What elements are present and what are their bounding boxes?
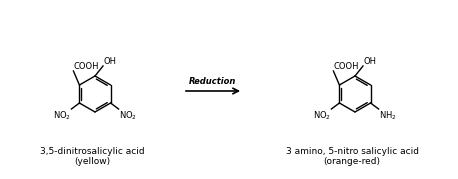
Text: (orange-red): (orange-red) bbox=[323, 156, 381, 166]
Text: COOH: COOH bbox=[73, 62, 99, 71]
Text: OH: OH bbox=[363, 57, 376, 66]
Text: Reduction: Reduction bbox=[189, 77, 237, 86]
Text: 3 amino, 5-nitro salicylic acid: 3 amino, 5-nitro salicylic acid bbox=[285, 146, 419, 156]
Text: NO$_2$: NO$_2$ bbox=[53, 109, 71, 122]
Text: NO$_2$: NO$_2$ bbox=[119, 109, 136, 122]
Text: NO$_2$: NO$_2$ bbox=[313, 109, 332, 122]
Text: NH$_2$: NH$_2$ bbox=[379, 109, 396, 122]
Text: 3,5-dinitrosalicylic acid: 3,5-dinitrosalicylic acid bbox=[40, 146, 144, 156]
Text: (yellow): (yellow) bbox=[74, 156, 110, 166]
Text: COOH: COOH bbox=[333, 62, 359, 71]
Text: OH: OH bbox=[103, 57, 116, 66]
